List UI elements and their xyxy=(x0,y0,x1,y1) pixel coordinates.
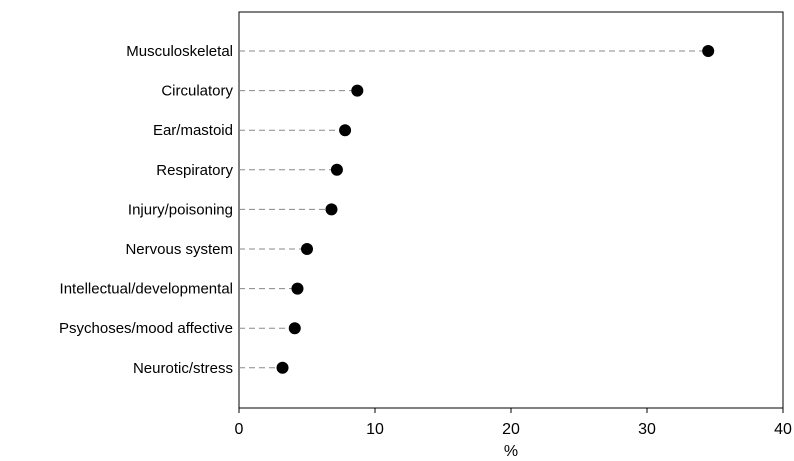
x-tick-label: 30 xyxy=(638,421,656,438)
x-tick-label: 0 xyxy=(235,421,244,438)
category-labels: Musculoskeletal Circulatory Ear/mastoid Res… xyxy=(59,43,233,377)
category-label-intellectual-developmental: Intellectual/developmental xyxy=(60,281,233,298)
data-point-musculoskeletal xyxy=(702,45,715,57)
category-label-psychoses-mood-affective: Psychoses/mood affective xyxy=(59,320,233,337)
data-point-ear-mastoid xyxy=(339,124,352,137)
data-point-psychoses-mood-affective xyxy=(288,322,301,335)
x-axis-ticks: 0 10 20 30 40 xyxy=(235,408,792,438)
category-label-nervous-system: Nervous system xyxy=(125,241,233,258)
data-point-circulatory xyxy=(351,84,364,97)
x-tick-label: 10 xyxy=(366,421,384,438)
leader-lines xyxy=(239,50,709,369)
category-label-neurotic-stress: Neurotic/stress xyxy=(133,360,233,377)
data-point-respiratory xyxy=(330,163,343,176)
data-markers xyxy=(276,45,715,374)
plot-frame xyxy=(238,11,784,409)
x-tick-label: 40 xyxy=(774,421,792,438)
data-point-injury-poisoning xyxy=(325,203,338,216)
x-axis-title: % xyxy=(504,443,518,460)
category-label-circulatory: Circulatory xyxy=(161,83,233,100)
data-point-intellectual-developmental xyxy=(291,282,304,295)
category-label-ear-mastoid: Ear/mastoid xyxy=(153,122,233,139)
x-tick-label: 20 xyxy=(502,421,520,438)
category-label-respiratory: Respiratory xyxy=(156,162,233,179)
data-point-neurotic-stress xyxy=(276,361,289,374)
category-label-injury-poisoning: Injury/poisoning xyxy=(128,201,233,218)
category-label-musculoskeletal: Musculoskeletal xyxy=(126,43,233,60)
data-point-nervous-system xyxy=(301,243,313,255)
